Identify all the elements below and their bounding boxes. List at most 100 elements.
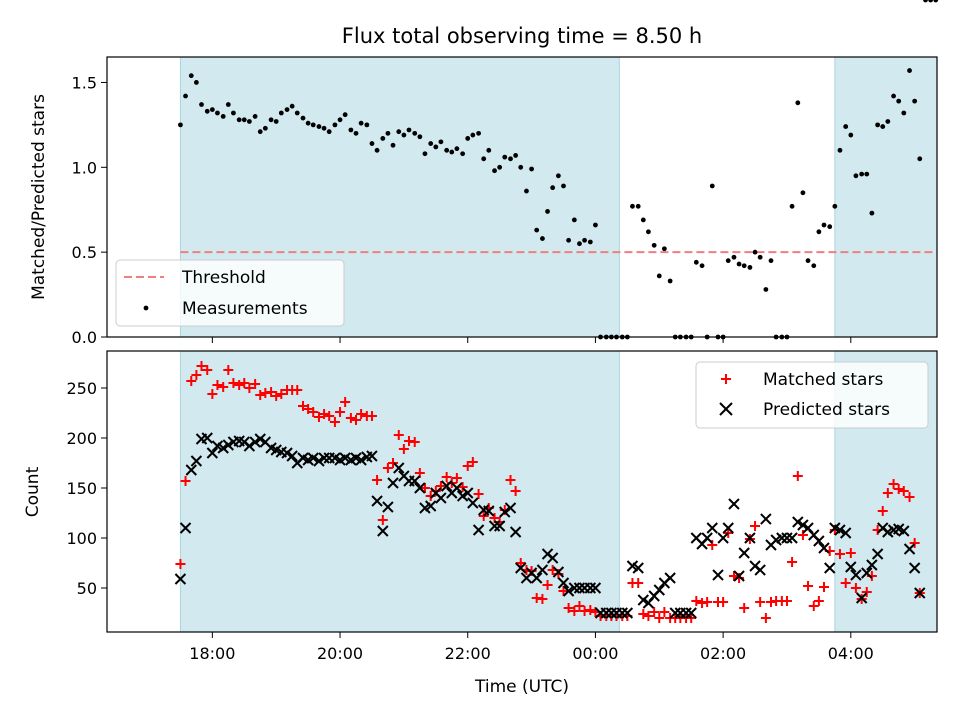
measurement-point (380, 136, 386, 141)
predicted-star-point (813, 535, 825, 547)
measurement-point (752, 249, 758, 255)
measurement-point (497, 164, 503, 170)
measurement-point (928, 0, 934, 3)
legend-threshold-label: Threshold (181, 268, 266, 288)
measurement-point (513, 153, 519, 158)
matched-star-point (808, 601, 819, 611)
measurement-point (524, 188, 529, 194)
measurement-point (385, 130, 391, 136)
measurement-point (220, 113, 226, 119)
matched-star-point (266, 387, 277, 397)
matched-star-point (372, 475, 383, 485)
matched-star-point (659, 607, 670, 617)
measurement-point (449, 149, 455, 155)
predicted-star-point (866, 559, 878, 571)
predicted-star-point (744, 532, 756, 544)
predicted-star-point (409, 475, 421, 487)
measurement-point (891, 93, 896, 99)
matched-star-point (255, 390, 266, 400)
predicted-star-point (488, 520, 501, 532)
y-tick-label: 1.5 (72, 73, 97, 92)
measurement-point (529, 166, 534, 172)
matched-star-point (558, 586, 569, 596)
predicted-star-point (616, 607, 628, 619)
measurement-point (869, 210, 875, 216)
measurement-point (417, 134, 423, 140)
measurement-point (236, 117, 242, 123)
predicted-star-point (914, 587, 926, 599)
matched-star-point (175, 559, 186, 569)
predicted-star-point (190, 455, 203, 467)
x-tick-label: 22:00 (445, 644, 491, 663)
x-tick-label: 04:00 (828, 644, 874, 663)
measurement-point (502, 154, 508, 160)
predicted-star-point (254, 433, 266, 445)
measurement-point (651, 242, 657, 248)
matched-star-point (803, 581, 814, 591)
predicted-star-point (786, 532, 798, 544)
predicted-star-point (249, 436, 261, 448)
measurement-point (300, 115, 306, 121)
measurement-point (917, 156, 923, 162)
measurement-point (289, 103, 295, 109)
predicted-star-point (377, 525, 389, 537)
matched-star-point (537, 594, 548, 604)
measurement-point (864, 171, 870, 177)
measurement-point (374, 147, 380, 153)
measurement-point (428, 141, 434, 146)
predicted-star-point (573, 582, 586, 594)
legend-predicted-swatch (719, 402, 733, 416)
predicted-star-point (451, 482, 463, 494)
measurement-point (566, 237, 572, 243)
measurement-point (816, 229, 822, 235)
matched-star-point (728, 571, 739, 581)
y-tick-label: 150 (66, 479, 97, 498)
measurement-point (215, 110, 220, 116)
x-tick-label: 00:00 (572, 644, 618, 663)
matched-star-point (451, 473, 462, 483)
y-tick-label: 0.0 (72, 328, 97, 347)
measurement-point (545, 209, 550, 214)
predicted-star-point (462, 487, 474, 499)
measurement-point (699, 263, 705, 269)
matched-star-point (845, 548, 856, 558)
measurement-point (454, 146, 460, 152)
measurement-point (880, 124, 886, 129)
measurement-point (310, 122, 316, 128)
matched-star-point (271, 391, 282, 401)
observing-window-shade (179, 350, 620, 633)
predicted-star-point (440, 480, 453, 492)
matched-star-point (882, 488, 893, 498)
measurement-point (859, 171, 865, 177)
measurement-point (577, 241, 582, 247)
measurement-point (246, 119, 252, 124)
matched-star-point (292, 385, 303, 395)
measurement-point (332, 122, 338, 128)
measurement-point (199, 102, 204, 107)
predicted-star-point (845, 561, 857, 573)
matched-star-point (335, 407, 346, 417)
predicted-star-point (552, 566, 565, 578)
predicted-star-point (722, 522, 734, 534)
predicted-star-point (456, 490, 469, 502)
measurement-point (262, 125, 268, 131)
measurement-point (241, 117, 247, 123)
predicted-star-point (898, 525, 910, 537)
measurement-point (907, 68, 912, 73)
measurement-point (725, 258, 731, 264)
measurement-point (933, 0, 939, 3)
measurement-point (875, 122, 881, 128)
matched-star-point (585, 605, 596, 615)
matched-star-point (893, 484, 904, 494)
measurement-point (257, 129, 263, 135)
predicted-star-point (371, 495, 383, 507)
matched-star-point (505, 475, 516, 485)
predicted-star-point (855, 592, 868, 604)
measurement-point (693, 259, 699, 265)
measurement-point (768, 258, 774, 264)
measurement-point (188, 73, 194, 79)
predicted-star-point (206, 447, 219, 459)
predicted-star-point (222, 439, 235, 451)
legend-measurements-label: Measurements (182, 299, 308, 319)
predicted-star-point (509, 526, 522, 538)
